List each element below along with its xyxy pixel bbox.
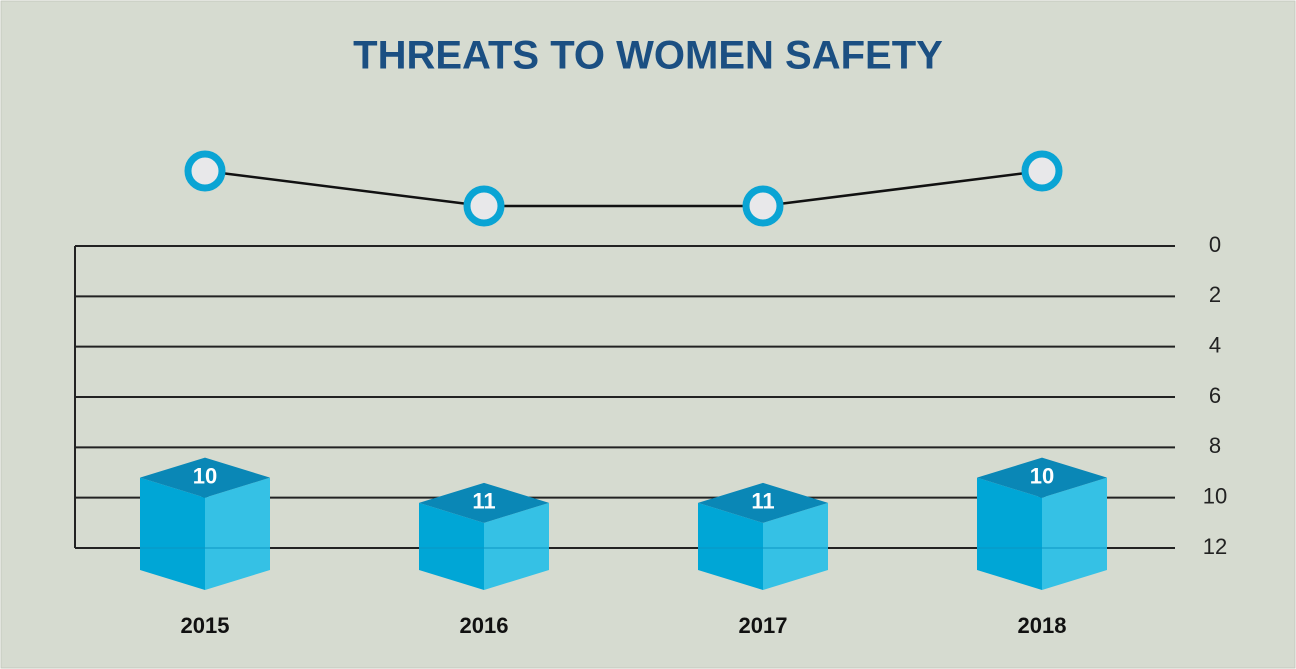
bar-top	[977, 457, 1107, 498]
chart-title: THREATS TO WOMEN SAFETY	[353, 34, 943, 78]
bar-side	[205, 477, 270, 590]
trend-marker	[1021, 150, 1063, 192]
bar-side	[1042, 477, 1107, 590]
x-tick-label: 2016	[460, 613, 509, 638]
data-label: 11	[472, 489, 495, 514]
data-label: 10	[193, 463, 217, 488]
bar-top	[419, 482, 549, 523]
trend-line	[204, 169, 1043, 208]
y-tick-label: 6	[1209, 383, 1221, 408]
y-tick-label: 4	[1209, 332, 1221, 357]
trend-marker	[184, 150, 226, 192]
bar-side	[484, 502, 549, 590]
trend-marker	[742, 185, 784, 227]
y-tick-label: 0	[1209, 232, 1221, 257]
y-tick-label: 8	[1209, 433, 1221, 458]
bar	[140, 477, 205, 590]
x-tick-label: 2017	[739, 613, 788, 638]
y-tick-label: 2	[1209, 282, 1221, 307]
bar	[977, 477, 1042, 590]
x-tick-label: 2018	[1018, 613, 1067, 638]
bar-side	[763, 502, 828, 590]
bar	[698, 502, 763, 590]
data-label: 11	[751, 489, 774, 514]
bar	[419, 502, 484, 590]
data-label: 10	[1030, 463, 1054, 488]
bar-top	[140, 457, 270, 498]
bar-top	[698, 482, 828, 523]
y-tick-label: 10	[1203, 483, 1227, 508]
x-tick-label: 2015	[181, 613, 230, 638]
trend-marker	[463, 185, 505, 227]
y-tick-label: 12	[1203, 534, 1227, 559]
